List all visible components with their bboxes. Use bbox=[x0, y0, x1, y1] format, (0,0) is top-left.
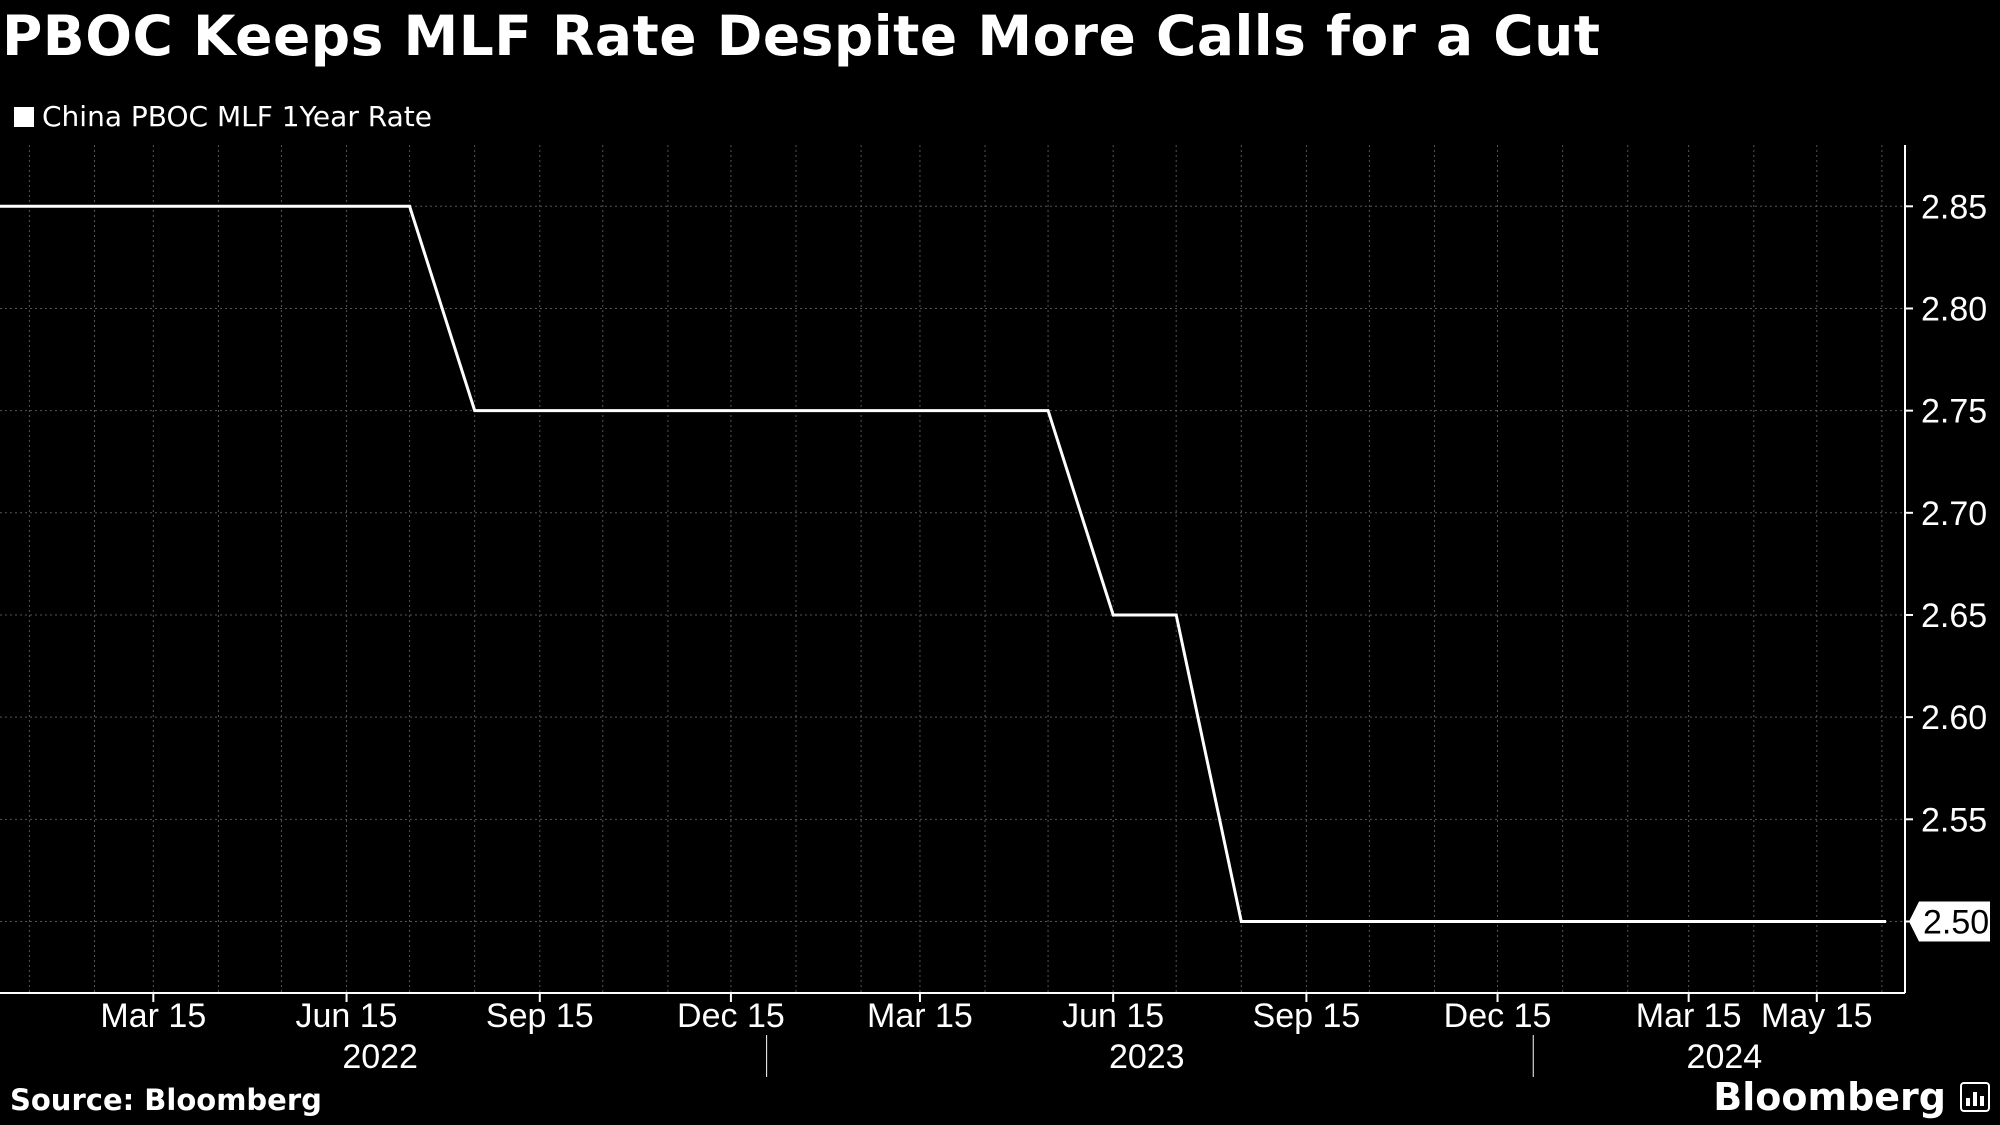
y-tick-label: 2.55 bbox=[1921, 801, 1987, 839]
bloomberg-terminal-icon bbox=[1960, 1082, 1990, 1112]
legend-label: China PBOC MLF 1Year Rate bbox=[42, 100, 432, 133]
chart-title: PBOC Keeps MLF Rate Despite More Calls f… bbox=[2, 4, 1601, 68]
x-tick-label: Dec 15 bbox=[677, 997, 785, 1035]
last-value-label: 2.50 bbox=[1923, 903, 1989, 941]
source-note: Source: Bloomberg bbox=[10, 1083, 322, 1117]
x-tick-label: Dec 15 bbox=[1444, 997, 1552, 1035]
y-tick-label: 2.70 bbox=[1921, 495, 1987, 533]
x-year-label: 2024 bbox=[1687, 1038, 1763, 1076]
x-tick-label: Sep 15 bbox=[1253, 997, 1361, 1035]
x-tick-label: May 15 bbox=[1761, 997, 1873, 1035]
x-tick-label: Jun 15 bbox=[296, 997, 398, 1035]
legend: China PBOC MLF 1Year Rate bbox=[14, 100, 432, 133]
last-value-box bbox=[1909, 901, 1990, 942]
brand-name: Bloomberg bbox=[1713, 1075, 1946, 1119]
y-tick-label: 2.85 bbox=[1921, 188, 1987, 226]
series-line-mlf-rate bbox=[0, 204, 1887, 923]
x-tick-label: Mar 15 bbox=[867, 997, 973, 1035]
x-year-label: 2022 bbox=[342, 1038, 418, 1076]
x-tick-label: Mar 15 bbox=[100, 997, 206, 1035]
legend-swatch bbox=[14, 106, 34, 127]
bloomberg-logo: Bloomberg bbox=[1713, 1075, 1990, 1119]
x-tick-label: Mar 15 bbox=[1636, 997, 1742, 1035]
x-tick-label: Jun 15 bbox=[1062, 997, 1164, 1035]
x-year-label: 2023 bbox=[1109, 1038, 1185, 1076]
x-tick-label: Sep 15 bbox=[486, 997, 594, 1035]
y-tick-label: 2.75 bbox=[1921, 393, 1987, 431]
y-tick-label: 2.60 bbox=[1921, 699, 1987, 737]
y-tick-label: 2.65 bbox=[1921, 597, 1987, 635]
y-tick-label: 2.80 bbox=[1921, 290, 1987, 328]
